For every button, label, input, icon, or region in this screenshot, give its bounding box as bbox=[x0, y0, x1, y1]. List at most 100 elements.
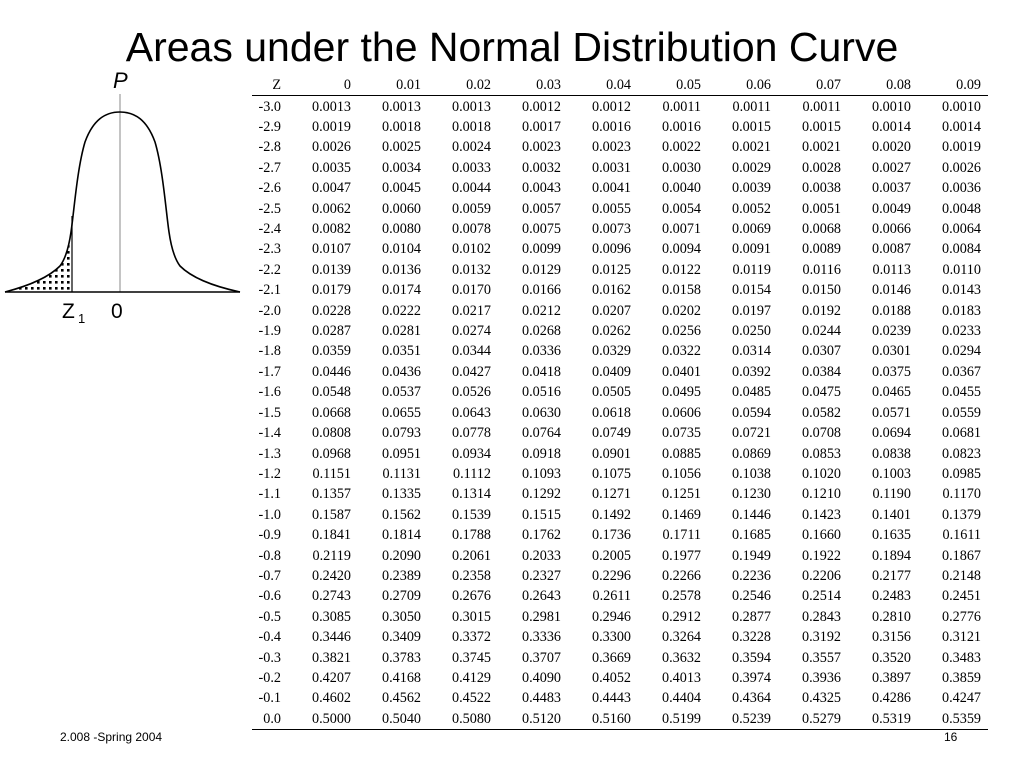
z-table: Z 0 0.01 0.02 0.03 0.04 0.05 0.06 0.07 0.08 0.09 -… bbox=[252, 75, 988, 730]
area-cell: 0.0694 bbox=[871, 425, 911, 442]
area-cell: 0.5279 bbox=[778, 708, 848, 730]
area-cell: 0.1314 bbox=[451, 486, 491, 503]
area-cell: 0.3483 bbox=[941, 649, 981, 666]
area-cell: 0.2912 bbox=[661, 608, 701, 625]
area-cell: 0.0262 bbox=[591, 323, 631, 340]
area-cell: 0.3557 bbox=[801, 649, 841, 666]
area-cell: 0.0968 bbox=[311, 445, 351, 462]
area-cell: 0.3121 bbox=[941, 629, 981, 646]
table-row: -1.0 0.1587 0.1562 0.1539 0.1515 0.1492 0.1469… bbox=[252, 505, 988, 525]
header-row: Z 0 0.01 0.02 0.03 0.04 0.05 0.06 0.07 0.08 0.09 bbox=[252, 75, 988, 97]
z-value-cell: -0.1 bbox=[258, 690, 281, 707]
area-cell: 0.1003 bbox=[871, 465, 911, 482]
area-cell: 0.3192 bbox=[801, 629, 841, 646]
area-cell: 0.0055 bbox=[591, 200, 631, 217]
area-cell: 0.1762 bbox=[521, 527, 561, 544]
area-cell: 0.0094 bbox=[661, 241, 701, 258]
area-cell: 0.0197 bbox=[731, 302, 771, 319]
table-row: -2.4 0.0082 0.0080 0.0078 0.0075 0.0073 0.0071… bbox=[252, 219, 988, 239]
area-cell: 0.0475 bbox=[801, 384, 841, 401]
area-cell: 0.1922 bbox=[801, 547, 841, 564]
area-cell: 0.0166 bbox=[521, 282, 561, 299]
area-cell: 0.2810 bbox=[871, 608, 911, 625]
area-cell: 0.0158 bbox=[661, 282, 701, 299]
z-value-cell: -2.4 bbox=[258, 221, 281, 238]
area-cell: 0.4247 bbox=[941, 690, 981, 707]
area-cell: 0.0102 bbox=[451, 241, 491, 258]
area-cell: 0.5000 bbox=[288, 708, 358, 730]
area-cell: 0.0018 bbox=[381, 119, 421, 136]
area-cell: 0.0029 bbox=[731, 159, 771, 176]
area-cell: 0.0228 bbox=[311, 302, 351, 319]
area-cell: 0.0013 bbox=[311, 98, 351, 115]
area-cell: 0.4052 bbox=[591, 669, 631, 686]
area-cell: 0.1841 bbox=[311, 527, 351, 544]
area-cell: 0.5359 bbox=[918, 708, 988, 730]
area-cell: 0.2578 bbox=[661, 588, 701, 605]
area-cell: 0.3936 bbox=[801, 669, 841, 686]
area-cell: 0.3859 bbox=[941, 669, 981, 686]
area-cell: 0.0735 bbox=[661, 425, 701, 442]
area-cell: 0.0136 bbox=[381, 261, 421, 278]
table-row: -2.9 0.0019 0.0018 0.0018 0.0017 0.0016 0.0016… bbox=[252, 117, 988, 137]
area-cell: 0.0023 bbox=[521, 139, 561, 156]
table-row: -0.3 0.3821 0.3783 0.3745 0.3707 0.3669 0.3632… bbox=[252, 647, 988, 667]
area-cell: 0.0951 bbox=[381, 445, 421, 462]
area-cell: 0.0021 bbox=[731, 139, 771, 156]
z-value-cell: -2.6 bbox=[258, 180, 281, 197]
area-cell: 0.0031 bbox=[591, 159, 631, 176]
area-cell: 0.2676 bbox=[451, 588, 491, 605]
area-cell: 0.1711 bbox=[662, 527, 702, 544]
area-cell: 0.3594 bbox=[731, 649, 771, 666]
table-row: -3.0 0.0013 0.0013 0.0013 0.0012 0.0012 0.0011… bbox=[252, 96, 988, 117]
area-cell: 0.5040 bbox=[358, 708, 428, 730]
area-cell: 0.0034 bbox=[381, 159, 421, 176]
z-value-cell: -1.5 bbox=[258, 404, 281, 421]
z-value-cell: -2.5 bbox=[258, 200, 281, 217]
area-cell: 0.2389 bbox=[381, 567, 421, 584]
z-value-cell: -0.5 bbox=[258, 608, 281, 625]
area-cell: 0.0188 bbox=[871, 302, 911, 319]
p-label: P bbox=[113, 68, 128, 93]
area-cell: 0.0032 bbox=[521, 159, 561, 176]
z-value-cell: -1.7 bbox=[258, 363, 281, 380]
area-cell: 0.1814 bbox=[381, 527, 421, 544]
header-cell: 0.08 bbox=[848, 75, 918, 97]
area-cell: 0.0107 bbox=[311, 241, 351, 258]
slide-title: Areas under the Normal Distribution Curv… bbox=[125, 24, 899, 70]
area-cell: 0.3409 bbox=[381, 629, 421, 646]
area-cell: 0.1056 bbox=[661, 465, 701, 482]
area-cell: 0.0019 bbox=[311, 119, 351, 136]
area-cell: 0.0869 bbox=[731, 445, 771, 462]
z-value-cell: -0.4 bbox=[258, 629, 281, 646]
header-z: Z bbox=[252, 75, 288, 97]
area-cell: 0.0170 bbox=[451, 282, 491, 299]
header-cell: 0.05 bbox=[638, 75, 708, 97]
area-cell: 0.1401 bbox=[871, 506, 911, 523]
area-cell: 0.0026 bbox=[311, 139, 351, 156]
area-cell: 0.0256 bbox=[661, 323, 701, 340]
area-cell: 0.0014 bbox=[941, 119, 981, 136]
area-cell: 0.0853 bbox=[801, 445, 841, 462]
area-cell: 0.1357 bbox=[311, 486, 351, 503]
area-cell: 0.0129 bbox=[521, 261, 561, 278]
area-cell: 0.0012 bbox=[521, 98, 561, 115]
area-cell: 0.0154 bbox=[731, 282, 771, 299]
area-cell: 0.0418 bbox=[521, 363, 561, 380]
area-cell: 0.0548 bbox=[311, 384, 351, 401]
area-cell: 0.2981 bbox=[521, 608, 561, 625]
area-cell: 0.2148 bbox=[941, 567, 981, 584]
area-cell: 0.0436 bbox=[381, 363, 421, 380]
area-cell: 0.5199 bbox=[638, 708, 708, 730]
area-cell: 0.0033 bbox=[451, 159, 491, 176]
area-cell: 0.1949 bbox=[731, 547, 771, 564]
area-cell: 0.0012 bbox=[591, 98, 631, 115]
area-cell: 0.0018 bbox=[451, 119, 491, 136]
area-cell: 0.3707 bbox=[521, 649, 561, 666]
area-cell: 0.0066 bbox=[871, 221, 911, 238]
area-cell: 0.0823 bbox=[941, 445, 981, 462]
area-cell: 0.2843 bbox=[801, 608, 841, 625]
area-cell: 0.2033 bbox=[521, 547, 561, 564]
area-cell: 0.1251 bbox=[661, 486, 701, 503]
area-cell: 0.3015 bbox=[451, 608, 491, 625]
